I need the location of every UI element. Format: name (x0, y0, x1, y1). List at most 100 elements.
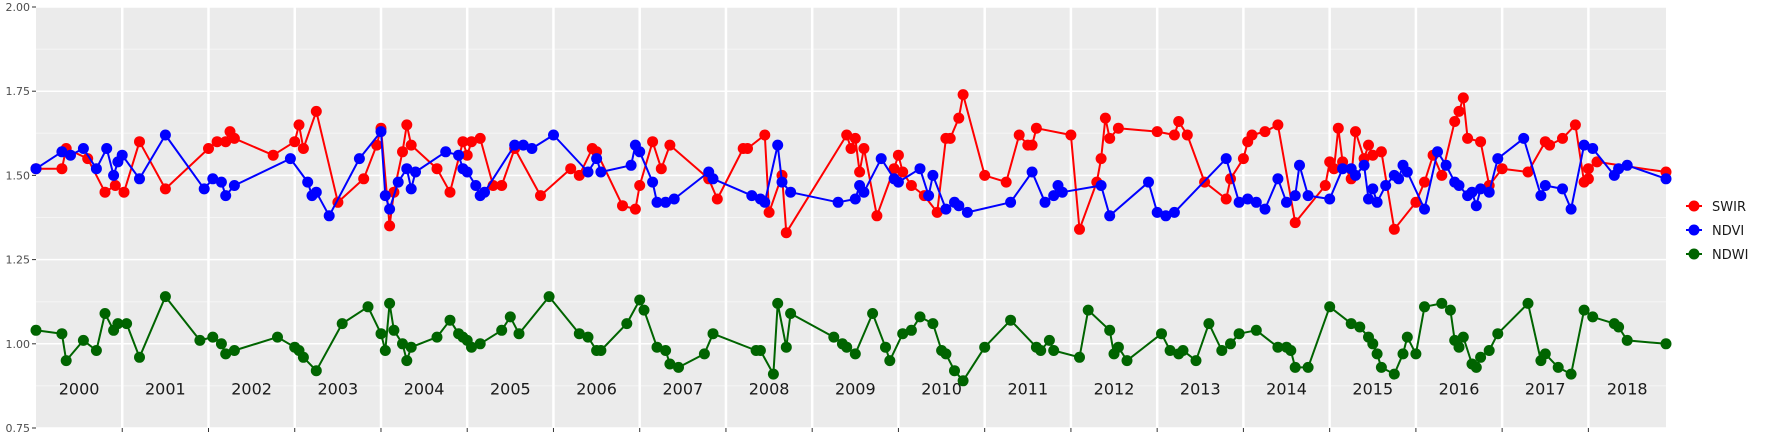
data-point-ndvi (858, 186, 870, 198)
data-point-swir (841, 129, 853, 141)
data-point-ndwi (1203, 318, 1215, 330)
data-point-ndvi (875, 153, 887, 165)
data-point-ndvi (1466, 186, 1478, 198)
data-point-ndvi (832, 196, 844, 208)
data-point-swir (1319, 180, 1331, 191)
data-point-ndwi (621, 318, 633, 330)
data-point-ndvi (215, 176, 227, 188)
data-point-swir (931, 206, 943, 218)
data-point-ndwi (228, 345, 240, 356)
data-point-swir (1367, 149, 1379, 161)
data-point-swir (466, 136, 477, 148)
data-point-swir (310, 105, 322, 117)
data-point-swir (496, 180, 508, 191)
data-point-ndvi (548, 129, 559, 141)
data-point-ndvi (1557, 183, 1568, 195)
data-point-ndvi (849, 193, 861, 205)
data-point-ndwi (444, 314, 456, 326)
data-point-swir (444, 186, 456, 198)
data-point-ndwi (767, 368, 779, 380)
data-point-swir (1462, 132, 1474, 144)
data-point-swir (1388, 223, 1400, 235)
year-label: 2011 (1007, 379, 1048, 398)
data-point-ndvi (759, 196, 771, 208)
data-point-swir (1410, 196, 1422, 208)
data-point-ndvi (1026, 166, 1038, 178)
data-point-ndwi (310, 365, 322, 377)
data-point-ndvi (1358, 159, 1370, 171)
data-point-ndwi (272, 331, 283, 343)
data-point-ndwi (99, 308, 111, 319)
data-point-ndwi (1621, 334, 1633, 346)
data-point-ndvi (401, 163, 413, 175)
data-point-ndvi (1095, 180, 1107, 191)
year-label: 2004 (404, 379, 445, 398)
data-point-ndvi (647, 176, 659, 188)
data-point-ndwi (638, 304, 650, 316)
data-point-ndwi (841, 341, 853, 353)
data-point-ndwi (1164, 345, 1176, 356)
data-point-ndwi (914, 311, 926, 323)
data-point-ndwi (1388, 368, 1400, 380)
data-point-swir (1246, 129, 1258, 141)
data-point-ndvi (77, 143, 89, 154)
data-point-ndvi (116, 149, 128, 161)
data-point-ndvi (660, 196, 672, 208)
data-point-ndvi (1393, 173, 1405, 185)
y-tick-label: 0.75 (6, 422, 31, 435)
data-point-swir (573, 169, 585, 181)
data-point-ndwi (1285, 345, 1297, 356)
data-point-swir (892, 149, 904, 161)
data-point-ndvi (1371, 196, 1383, 208)
x-axis (121, 428, 1589, 432)
legend-item-swir: SWIR (1686, 200, 1746, 215)
data-point-swir (1363, 139, 1374, 151)
data-point-swir (629, 203, 641, 215)
data-point-ndvi (65, 149, 76, 161)
year-label: 2006 (576, 379, 617, 398)
series-ndwi (30, 291, 1672, 387)
year-label: 2016 (1439, 379, 1480, 398)
data-point-ndwi (1565, 368, 1577, 380)
data-point-ndwi (634, 294, 646, 306)
data-point-ndvi (1039, 196, 1051, 208)
data-point-ndwi (1216, 345, 1228, 356)
data-point-ndwi (1289, 361, 1301, 373)
grid-major (36, 6, 1666, 429)
data-point-ndwi (466, 341, 477, 353)
data-point-ndvi (526, 143, 538, 154)
data-point-swir (1453, 105, 1465, 117)
data-point-ndvi (785, 186, 797, 198)
year-label: 2015 (1352, 379, 1393, 398)
data-point-ndwi (1082, 304, 1094, 316)
data-point-swir (457, 136, 469, 148)
data-point-ndwi (431, 331, 443, 343)
data-point-swir (1582, 163, 1594, 175)
data-point-ndvi (1242, 193, 1254, 205)
data-point-swir (1544, 139, 1556, 151)
data-point-swir (1151, 126, 1163, 138)
data-point-ndvi (595, 166, 607, 178)
data-point-swir (944, 132, 956, 144)
data-point-ndwi (698, 348, 710, 360)
data-point-ndvi (1453, 180, 1465, 191)
data-point-swir (474, 132, 486, 144)
data-point-swir (1220, 193, 1232, 205)
data-point-ndvi (776, 176, 788, 188)
data-point-swir (293, 119, 305, 131)
data-point-ndvi (1470, 200, 1482, 212)
data-point-ndvi (90, 163, 102, 175)
data-point-swir (780, 227, 792, 239)
data-point-swir (297, 143, 309, 154)
data-point-ndwi (1345, 318, 1357, 330)
data-point-ndvi (940, 203, 952, 215)
data-point-ndvi (746, 190, 758, 202)
data-point-ndwi (884, 355, 896, 367)
data-point-ndvi (375, 126, 387, 138)
data-point-ndwi (134, 351, 145, 363)
data-point-ndvi (1578, 139, 1590, 151)
data-point-ndwi (664, 358, 676, 370)
data-point-ndvi (961, 206, 973, 218)
data-point-ndwi (1005, 314, 1017, 326)
